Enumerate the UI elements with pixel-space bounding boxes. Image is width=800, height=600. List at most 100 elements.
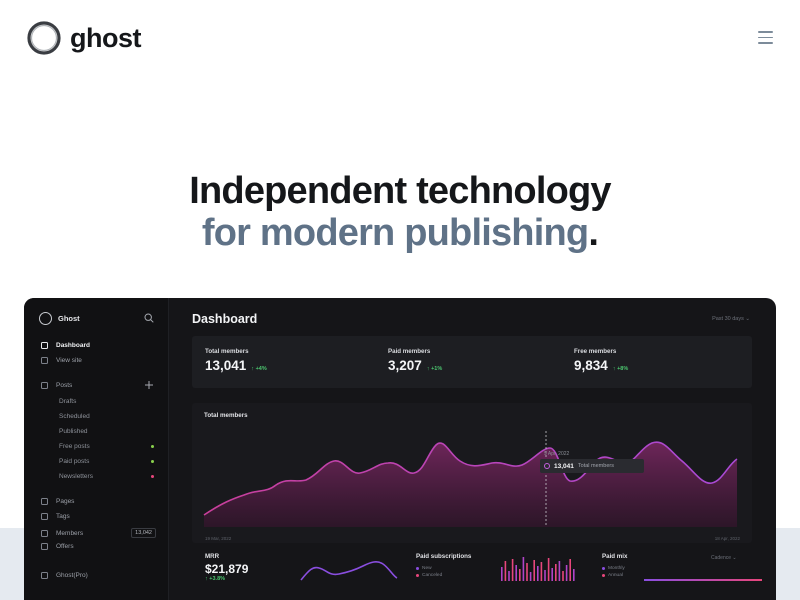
subscription-bar (522, 557, 525, 581)
members-chart[interactable] (192, 403, 752, 543)
subscription-bar (562, 571, 564, 581)
hero-headline: Independent technology (189, 170, 611, 212)
legend-new: New (416, 566, 471, 571)
members-chart-card: Total members 9 Apr, 2022 (192, 403, 752, 543)
legend-label: Canceled (422, 573, 443, 578)
sidebar-item-label: Pages (56, 498, 75, 505)
stats-card: Total members 13,041 ↑ +4% Paid members 3… (192, 336, 752, 388)
sidebar-item-view-site[interactable]: View site (41, 357, 156, 364)
members-area (204, 442, 737, 527)
sidebar-subitem-free-posts[interactable]: Free posts (59, 443, 154, 450)
dashboard-main: Dashboard Past 30 days ⌄ Total members 1… (169, 298, 776, 600)
members-icon (41, 529, 48, 537)
subitem-label: Scheduled (59, 413, 90, 420)
ghost-logo[interactable]: ghost (26, 20, 142, 56)
subitem-label: Paid posts (59, 458, 90, 465)
legend-canceled: Canceled (416, 573, 471, 578)
legend-monthly: Monthly (602, 566, 627, 571)
ghost-logo-icon (27, 21, 61, 55)
sidebar-item-ghost-pro[interactable]: Ghost(Pro) (41, 572, 156, 579)
hero-subheadline: for modern publishing. (0, 212, 800, 254)
search-icon[interactable] (144, 313, 154, 323)
dashboard-screenshot: Ghost Dashboard View site Posts Drafts S… (24, 298, 776, 600)
x-axis-start: 19 Mar, 2022 (205, 536, 232, 541)
subscription-bar (544, 570, 546, 581)
tag-icon (41, 513, 48, 520)
legend-swatch (416, 567, 419, 570)
legend-label: Annual (608, 573, 623, 578)
stat-value-row: 13,041 ↑ +4% (205, 358, 267, 373)
subscription-bar (565, 565, 568, 581)
sidebar-subitem-published[interactable]: Published (59, 428, 154, 435)
stat-free-members[interactable]: Free members 9,834 ↑ +8% (574, 348, 628, 373)
add-post-icon[interactable] (145, 381, 153, 389)
sidebar-subitem-newsletters[interactable]: Newsletters (59, 473, 154, 480)
legend-annual: Annual (602, 573, 627, 578)
mrr-change: ↑ +3.8% (205, 576, 226, 582)
subscription-bar (515, 565, 517, 581)
mrr-value: $21,879 (205, 562, 249, 576)
sidebar-brand[interactable]: Ghost (39, 312, 80, 325)
paid-subscriptions-bars (501, 557, 575, 581)
edit-icon (41, 382, 48, 389)
sidebar-item-label: Ghost(Pro) (56, 572, 88, 579)
sidebar-item-dashboard[interactable]: Dashboard (41, 342, 156, 349)
paid-mix-bar (644, 579, 762, 581)
sidebar-subitem-drafts[interactable]: Drafts (59, 398, 154, 405)
hero-subheadline-text: for modern publishing (201, 212, 589, 254)
stat-value-row: 9,834 ↑ +8% (574, 358, 628, 373)
stat-value: 3,207 (388, 358, 422, 373)
stat-total-members[interactable]: Total members 13,041 ↑ +4% (205, 348, 267, 373)
cadence-select[interactable]: Cadence ⌄ (711, 555, 737, 561)
subscription-bar (573, 569, 575, 581)
sidebar-item-label: Members (56, 529, 84, 537)
stat-change: ↑ +8% (612, 366, 629, 372)
subitem-label: Free posts (59, 443, 90, 450)
tooltip-swatch (544, 463, 550, 469)
sidebar-item-posts[interactable]: Posts (41, 382, 156, 389)
ghost-ring-icon (39, 312, 52, 325)
paid-mix-card[interactable]: Paid mix Monthly Annual (602, 553, 627, 578)
sidebar-item-label: Posts (56, 382, 73, 389)
legend-swatch (602, 567, 605, 570)
percent-icon (41, 543, 48, 550)
status-dot (151, 475, 154, 478)
subitem-label: Published (59, 428, 88, 435)
paid-subscriptions-label: Paid subscriptions (416, 553, 472, 560)
hero-period: . (588, 212, 599, 254)
chart-title: Total members (204, 412, 248, 419)
chart-tooltip: 13,041 Total members (540, 459, 644, 473)
sidebar-item-offers[interactable]: Offers (41, 543, 156, 550)
subscription-bar (558, 561, 561, 581)
sidebar-item-pages[interactable]: Pages (41, 498, 156, 505)
sidebar-subitem-paid-posts[interactable]: Paid posts (59, 458, 154, 465)
logo-text: ghost (70, 22, 142, 53)
paid-subscriptions-card[interactable]: Paid subscriptions New Canceled (416, 553, 471, 578)
sidebar-item-members[interactable]: Members 13,042 (41, 528, 156, 538)
page-icon (41, 498, 48, 505)
subscription-bar (529, 572, 532, 581)
subscription-bar (540, 562, 543, 581)
stat-label: Total members (205, 348, 249, 355)
subitem-label: Drafts (59, 398, 77, 405)
sidebar-item-tags[interactable]: Tags (41, 513, 156, 520)
subscription-bar (526, 563, 528, 581)
sidebar-subitem-scheduled[interactable]: Scheduled (59, 413, 154, 420)
sidebar-item-label: View site (56, 357, 82, 364)
sidebar-item-label: Offers (56, 543, 74, 550)
status-dot (151, 445, 154, 448)
legend-label: Monthly (608, 566, 625, 571)
stat-value: 9,834 (574, 358, 608, 373)
tooltip-value: 13,041 (554, 462, 574, 470)
subscription-bar (519, 569, 521, 581)
sidebar-item-label: Dashboard (56, 342, 90, 349)
mrr-card[interactable]: MRR $21,879 ↑ +3.8% (205, 553, 248, 582)
legend-swatch (416, 574, 419, 577)
stat-label: Free members (574, 348, 617, 355)
stat-change: ↑ +4% (251, 366, 267, 372)
date-range-select[interactable]: Past 30 days ⌄ (712, 316, 750, 322)
mrr-sparkline (300, 561, 398, 581)
hamburger-icon[interactable] (758, 31, 773, 44)
stat-paid-members[interactable]: Paid members 3,207 ↑ +1% (388, 348, 442, 373)
subscription-bar (551, 568, 553, 581)
